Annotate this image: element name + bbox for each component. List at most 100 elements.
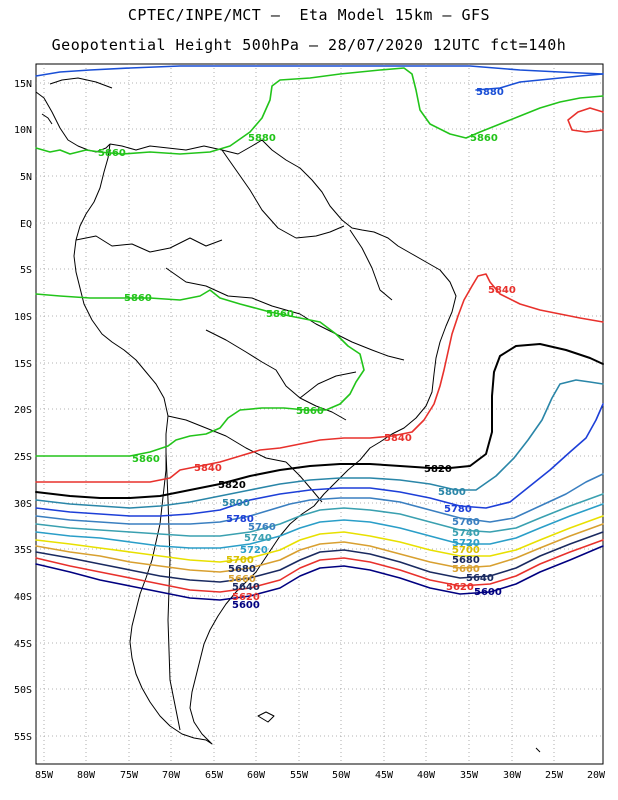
graticule	[36, 64, 603, 764]
contour-label-5820-e: 5820	[424, 464, 452, 475]
contour-label-5700-e: 5700	[452, 545, 480, 556]
contour-label-5760-w: 5760	[248, 522, 276, 533]
map-frame	[35, 63, 604, 765]
contour-label-5880-b: 5880	[248, 133, 276, 144]
contour-label-5680-e: 5680	[452, 555, 480, 566]
contour-5840-line	[567, 107, 604, 133]
contour-label-5720-w: 5720	[240, 545, 268, 556]
map-title-line2: Geopotential Height 500hPa – 28/07/2020 …	[51, 36, 567, 54]
contour-5780-line	[35, 403, 604, 517]
lat-label: 15N	[14, 79, 32, 90]
contour-5880-line	[35, 65, 604, 77]
lat-label: 5S	[20, 265, 32, 276]
contour-label-5840-e: 5840	[384, 433, 412, 444]
border-colombia-peru	[75, 235, 223, 253]
lon-label: 55W	[290, 770, 309, 781]
lon-label: 35W	[460, 770, 479, 781]
contour-labels: 5880 5880 5860 5860 5860 5860 5860 5860 …	[98, 87, 516, 611]
contour-5760-line	[35, 473, 604, 525]
contour-label-5640-w: 5640	[232, 582, 260, 593]
contour-label-5860-s: 5860	[296, 406, 324, 417]
lat-label: 55S	[14, 732, 32, 743]
coastlines	[35, 77, 541, 753]
border-bolivia-paraguay	[205, 329, 347, 421]
lon-label: 70W	[162, 770, 181, 781]
lat-label: 50S	[14, 685, 32, 696]
contour-label-5840-ne: 5840	[488, 285, 516, 296]
contour-label-5820-w: 5820	[218, 480, 246, 491]
contour-5700-line	[35, 515, 604, 563]
contour-5720-line	[35, 503, 604, 549]
lon-label: 20W	[587, 770, 606, 781]
lon-label: 30W	[503, 770, 522, 781]
contour-5820-line	[35, 343, 604, 499]
contour-label-5680-w: 5680	[228, 564, 256, 575]
contour-5860-line	[35, 67, 604, 155]
lon-label: 50W	[332, 770, 351, 781]
lat-label: 10S	[14, 312, 32, 323]
longitude-axis: 85W 80W 75W 70W 65W 60W 55W 50W 45W 40W …	[35, 770, 606, 781]
coast-caribbean-islands	[49, 77, 113, 89]
contour-5840-line	[35, 273, 604, 483]
lat-label: 15S	[14, 359, 32, 370]
contour-label-5860-c: 5860	[266, 309, 294, 320]
lat-label: 5N	[20, 172, 32, 183]
border-brazil-bolivia	[165, 267, 333, 333]
border-argentina-north	[167, 415, 287, 463]
contour-5640-line	[35, 539, 604, 593]
lat-label: 45S	[14, 639, 32, 650]
lon-label: 80W	[77, 770, 96, 781]
contour-label-5760-e: 5760	[452, 517, 480, 528]
contour-label-5840-w: 5840	[194, 463, 222, 474]
contour-label-5720-e: 5720	[452, 538, 480, 549]
lon-label: 40W	[417, 770, 436, 781]
border-brazil-states-3	[299, 371, 357, 399]
border-guianas	[295, 225, 345, 239]
lon-label: 75W	[120, 770, 139, 781]
contour-label-5780-w: 5780	[226, 514, 254, 525]
contour-label-5740-e: 5740	[452, 528, 480, 539]
contour-5740-line	[35, 493, 604, 537]
contours	[35, 65, 604, 601]
lon-label: 45W	[375, 770, 394, 781]
border-brazil-states-2	[331, 331, 405, 361]
contour-5800-line	[35, 379, 604, 509]
map-title-line1: CPTEC/INPE/MCT – Eta Model 15km – GFS	[127, 6, 491, 24]
lat-label: 20S	[14, 405, 32, 416]
lat-label: 25S	[14, 452, 32, 463]
lon-label: 60W	[247, 770, 266, 781]
contour-label-5860-ne: 5860	[470, 133, 498, 144]
coast-south-america	[73, 139, 457, 745]
contour-label-5800-w: 5800	[222, 498, 250, 509]
contour-label-5660-w: 5660	[228, 574, 256, 585]
contour-label-5700-w: 5700	[226, 555, 254, 566]
contour-5660-line	[35, 531, 604, 583]
border-chile-argentina	[165, 451, 181, 731]
contour-label-5800-e: 5800	[438, 487, 466, 498]
contour-label-5600-e: 5600	[474, 587, 502, 598]
contour-label-5640-e: 5640	[466, 573, 494, 584]
lat-label: 30S	[14, 499, 32, 510]
contour-label-5620-w: 5620	[232, 592, 260, 603]
contour-label-5620-e: 5620	[446, 582, 474, 593]
contour-label-5660-e: 5660	[452, 564, 480, 575]
border-brazil-states-1	[349, 229, 393, 301]
lat-label: 40S	[14, 592, 32, 603]
contour-label-5860-sw: 5860	[132, 454, 160, 465]
lon-label: 25W	[545, 770, 564, 781]
contour-5680-line	[35, 523, 604, 573]
latitude-axis: 15N 10N 5N EQ 5S 10S 15S 20S 25S 30S 35S…	[14, 79, 32, 743]
contour-label-5880: 5880	[476, 87, 504, 98]
lon-label: 85W	[35, 770, 54, 781]
coast-central-america	[35, 91, 111, 153]
contour-5880-line	[475, 73, 604, 91]
contour-5860-line	[35, 289, 365, 457]
lat-label: EQ	[20, 219, 32, 230]
border-venezuela-guyana	[221, 149, 297, 239]
lat-label: 10N	[14, 125, 32, 136]
contour-label-5860-nw: 5860	[98, 148, 126, 159]
contour-label-5780-e: 5780	[444, 504, 472, 515]
contour-label-5740-w: 5740	[244, 533, 272, 544]
lat-label: 35S	[14, 545, 32, 556]
